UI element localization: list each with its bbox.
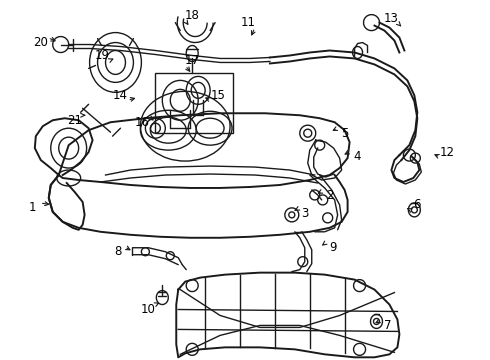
Text: 20: 20 xyxy=(33,36,48,49)
Text: 17: 17 xyxy=(185,54,200,67)
Text: 10: 10 xyxy=(141,303,156,316)
Text: 11: 11 xyxy=(241,16,255,29)
Bar xyxy=(155,73,233,133)
Text: 9: 9 xyxy=(329,241,337,254)
Text: 18: 18 xyxy=(185,9,199,22)
Text: 4: 4 xyxy=(354,150,361,163)
Text: 2: 2 xyxy=(326,189,333,202)
Text: 15: 15 xyxy=(211,89,225,102)
Text: 5: 5 xyxy=(341,127,348,140)
Text: 3: 3 xyxy=(301,207,309,220)
Text: 19: 19 xyxy=(95,49,110,62)
Text: 21: 21 xyxy=(67,114,82,127)
Text: 6: 6 xyxy=(414,198,421,211)
Text: 13: 13 xyxy=(384,12,399,25)
Text: 16: 16 xyxy=(135,116,150,129)
Text: 1: 1 xyxy=(29,201,37,215)
Text: 8: 8 xyxy=(114,245,121,258)
Text: 12: 12 xyxy=(440,145,455,159)
Text: 7: 7 xyxy=(384,319,391,332)
Text: 14: 14 xyxy=(113,89,128,102)
